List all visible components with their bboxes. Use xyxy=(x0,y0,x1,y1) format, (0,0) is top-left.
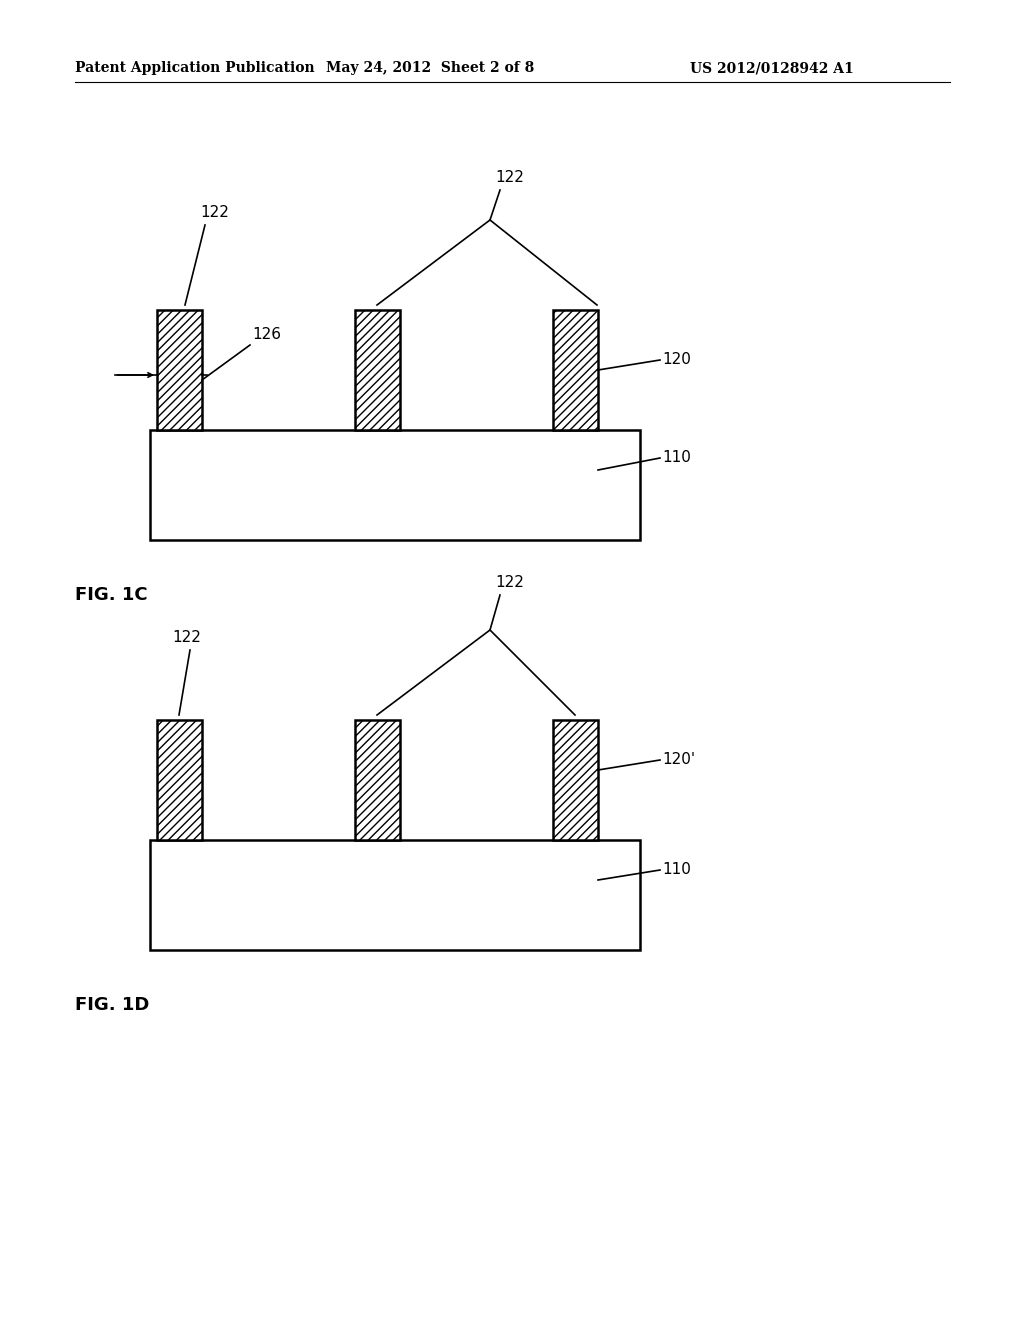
Text: FIG. 1C: FIG. 1C xyxy=(75,586,147,605)
Text: 122: 122 xyxy=(495,170,524,185)
Text: Patent Application Publication: Patent Application Publication xyxy=(75,61,314,75)
Text: 120: 120 xyxy=(662,352,691,367)
Bar xyxy=(553,310,598,430)
Bar xyxy=(150,430,640,540)
Bar xyxy=(355,310,400,430)
Bar xyxy=(553,719,598,840)
Bar xyxy=(157,719,202,840)
Bar xyxy=(355,719,400,840)
Text: 110: 110 xyxy=(662,450,691,466)
Text: 126: 126 xyxy=(252,327,281,342)
Text: 122: 122 xyxy=(495,576,524,590)
Bar xyxy=(355,719,400,840)
Text: 122: 122 xyxy=(172,630,201,645)
Text: FIG. 1D: FIG. 1D xyxy=(75,997,150,1014)
Bar xyxy=(355,310,400,430)
Bar xyxy=(157,310,202,430)
Text: 120': 120' xyxy=(662,752,695,767)
Bar xyxy=(157,310,202,430)
Bar xyxy=(553,719,598,840)
Bar xyxy=(553,310,598,430)
Text: 122: 122 xyxy=(200,205,229,220)
Text: US 2012/0128942 A1: US 2012/0128942 A1 xyxy=(690,61,854,75)
Bar xyxy=(150,840,640,950)
Text: 110: 110 xyxy=(662,862,691,878)
Bar xyxy=(157,719,202,840)
Text: May 24, 2012  Sheet 2 of 8: May 24, 2012 Sheet 2 of 8 xyxy=(326,61,535,75)
